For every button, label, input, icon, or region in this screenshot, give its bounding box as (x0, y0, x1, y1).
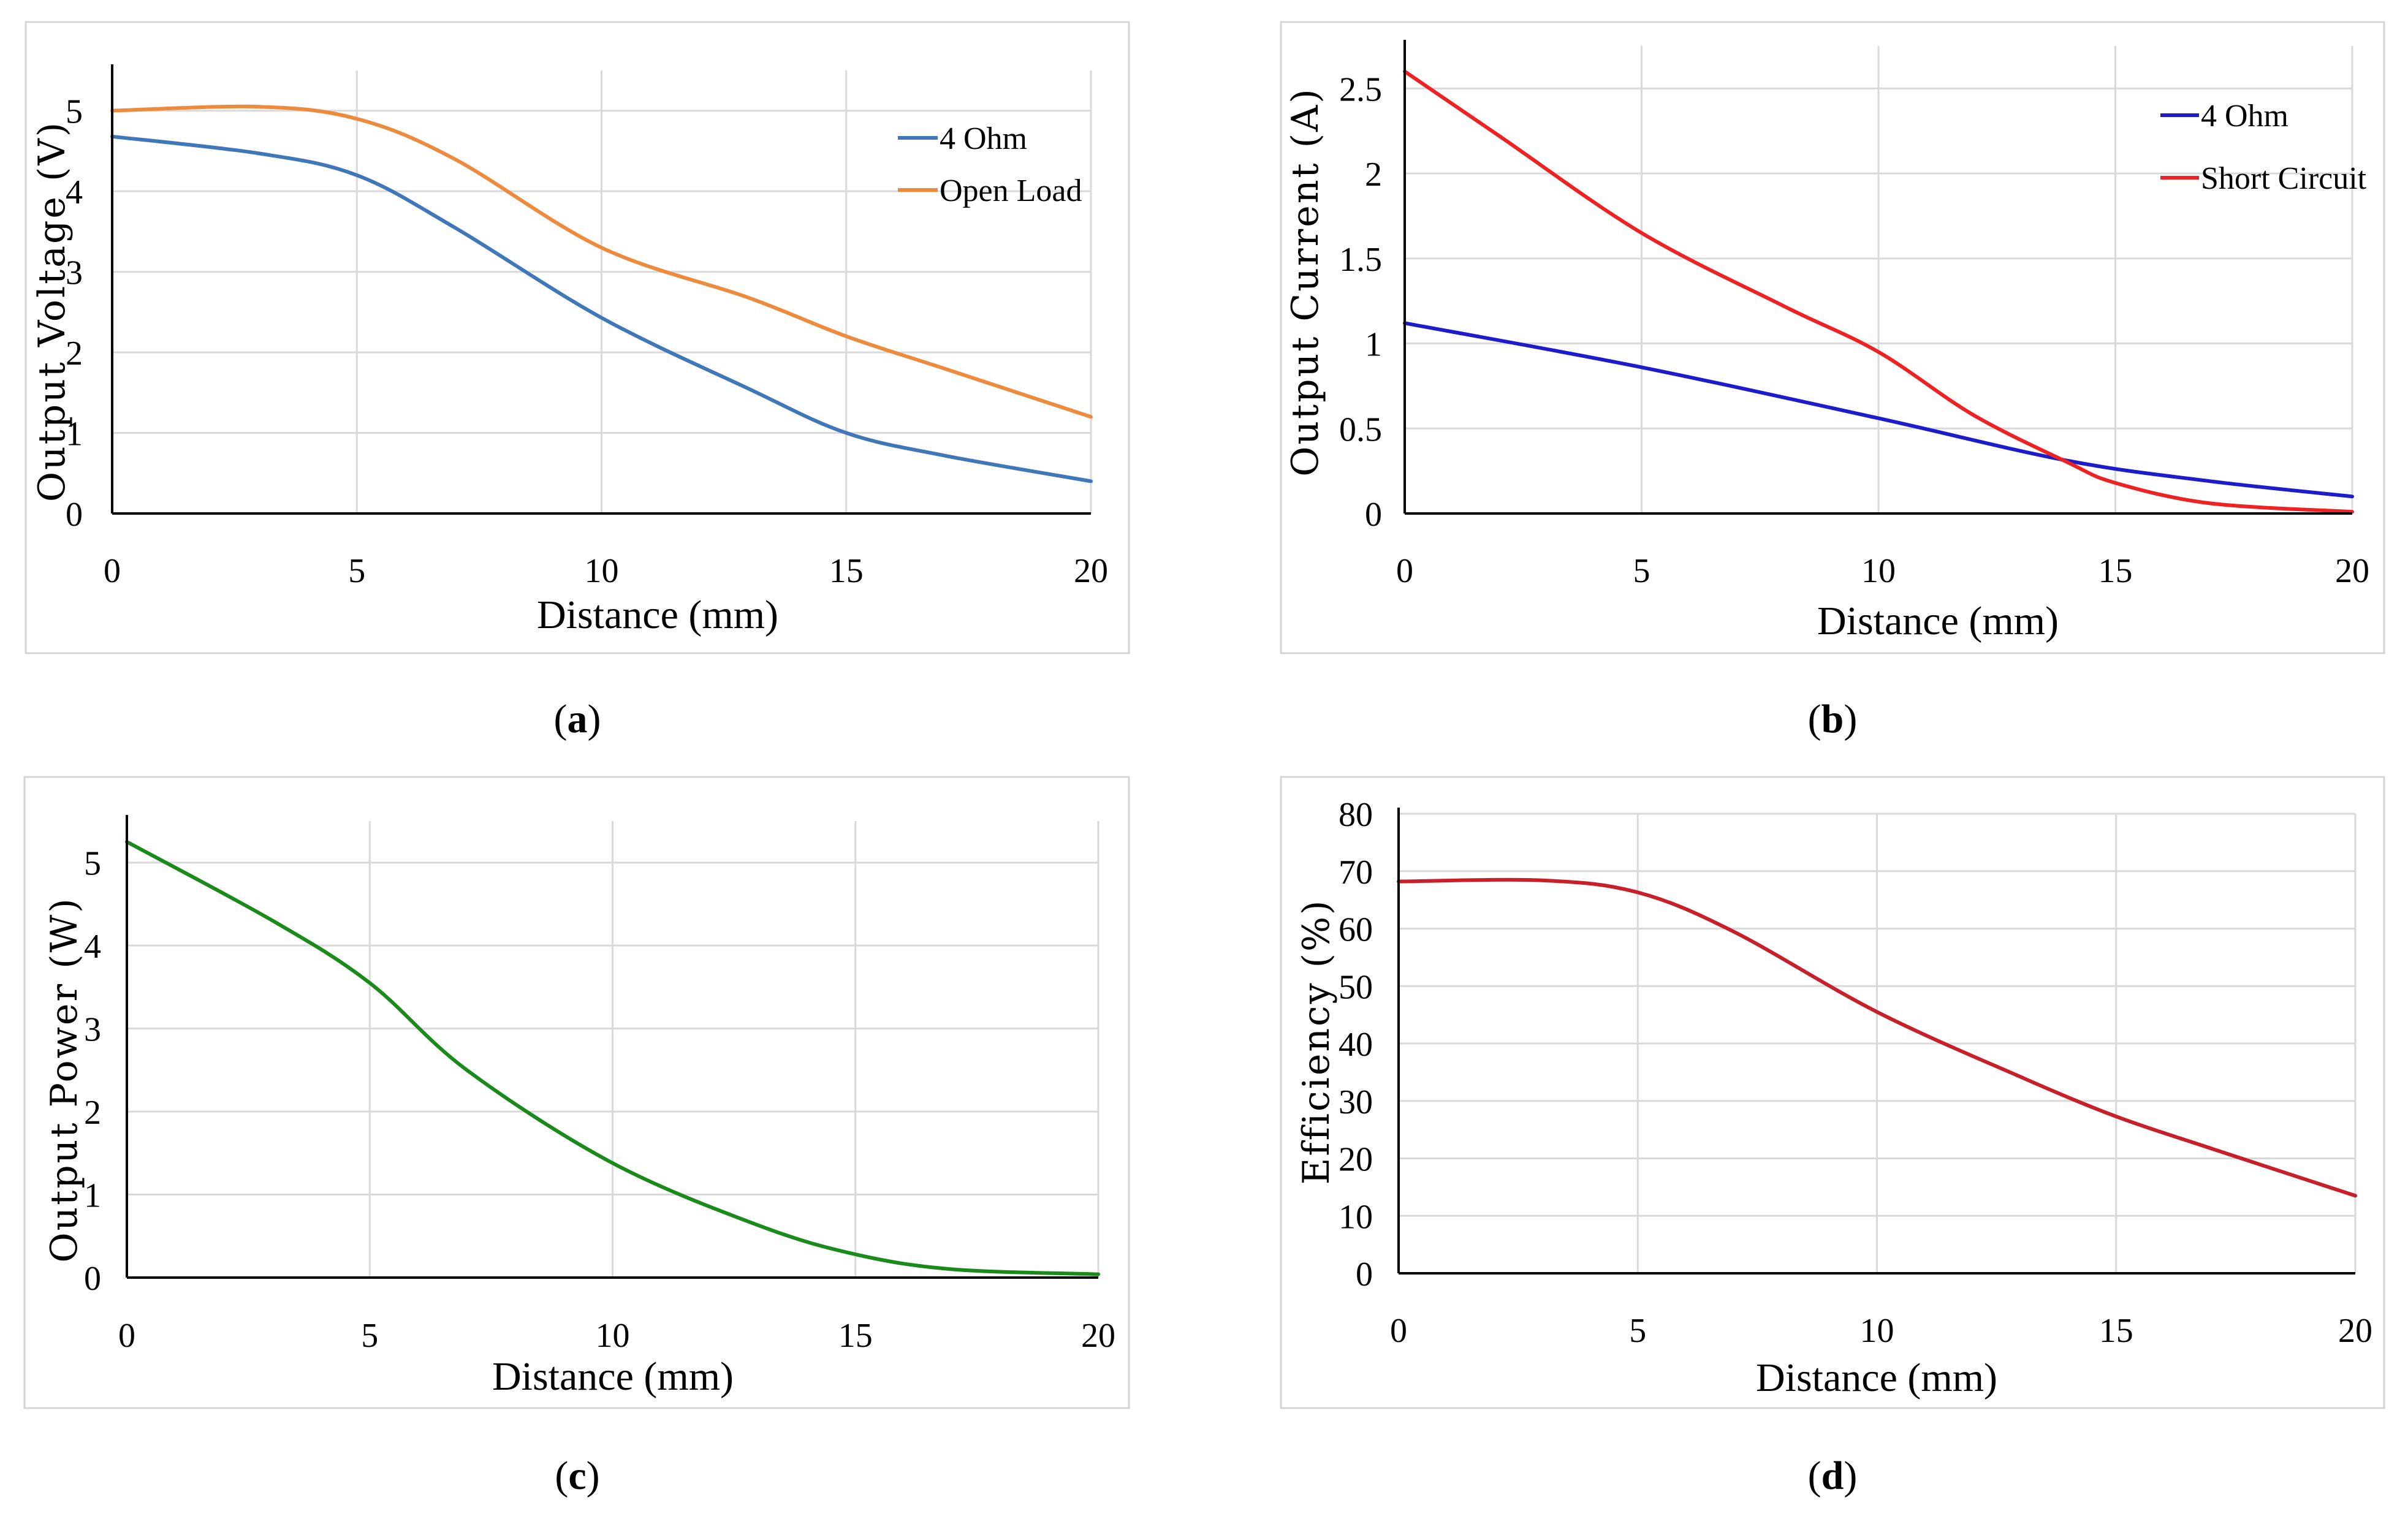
y-tick-label: 0.5 (1339, 411, 1382, 449)
panel-b-xlabel: Distance (mm) (1817, 599, 2059, 643)
y-tick-label: 2 (66, 335, 83, 373)
x-tick-label: 10 (1861, 552, 1896, 590)
panel-a-axes (111, 64, 1091, 515)
y-tick-label: 5 (66, 93, 83, 131)
panel-d-frame (1280, 776, 2385, 1409)
panel-d-axes (1397, 808, 2355, 1275)
panel-b-ticks: 0 5 10 15 20 0 0.5 1 1.5 2 2.5 (1339, 70, 2369, 590)
series-line-efficiency (1397, 877, 2357, 1198)
panel-a-frame (25, 21, 1130, 654)
y-tick-label: 1 (66, 415, 83, 453)
x-tick-label: 20 (1074, 552, 1108, 590)
legend-label-short-circuit: Short Circuit (2201, 161, 2367, 196)
panel-b-axes (1403, 40, 2352, 515)
y-tick-label: 1 (1365, 326, 1382, 364)
panel-a-ticks: 0 5 10 15 20 0 1 2 3 4 5 (66, 93, 1108, 590)
panel-c-ticks: 0 5 10 15 20 0 1 2 3 4 5 (84, 845, 1115, 1355)
panel-d-caption: (d) (1808, 1453, 1858, 1498)
panel-d-series (1397, 877, 2357, 1198)
panel-c-ylabel: Output Power (W) (43, 896, 86, 1262)
panel-b: 0 5 10 15 20 0 0.5 1 1.5 2 2.5 Distance (mm) Outpu… (1280, 21, 2385, 741)
legend-label-4-ohm-b: 4 Ohm (2201, 99, 2288, 134)
y-tick-label: 4 (66, 173, 83, 211)
y-tick-label: 80 (1339, 796, 1373, 834)
series-line-4-ohm (1403, 321, 2354, 499)
y-tick-label: 2 (1365, 156, 1382, 194)
series-line-short-circuit (1403, 69, 2354, 514)
x-tick-label: 15 (829, 552, 864, 590)
x-tick-label: 5 (1633, 552, 1650, 590)
y-tick-label: 60 (1339, 911, 1373, 949)
y-tick-label: 2.5 (1339, 70, 1382, 108)
x-tick-label: 0 (1396, 552, 1413, 590)
y-tick-label: 50 (1339, 968, 1373, 1006)
series-line-4-ohm (110, 134, 1093, 483)
panel-b-legend: 4 Ohm Short Circuit (2160, 99, 2367, 196)
panel-d-ylabel: Efficiency (%) (1295, 899, 1338, 1185)
y-tick-label: 30 (1339, 1083, 1373, 1121)
y-tick-label: 4 (84, 928, 101, 966)
y-tick-label: 40 (1339, 1026, 1373, 1064)
y-tick-label: 1.5 (1339, 241, 1382, 279)
x-tick-label: 10 (596, 1317, 630, 1355)
x-tick-label: 15 (838, 1317, 873, 1355)
x-tick-label: 5 (348, 552, 365, 590)
x-tick-label: 20 (2335, 552, 2369, 590)
y-tick-label: 0 (66, 496, 83, 534)
panel-c-frame (23, 776, 1130, 1409)
x-tick-label: 20 (2338, 1312, 2372, 1350)
x-tick-label: 15 (2099, 1312, 2133, 1350)
panel-c-series (125, 839, 1100, 1276)
panel-c-axes (126, 815, 1098, 1279)
legend-label-4-ohm: 4 Ohm (940, 121, 1027, 156)
panel-a: 0 5 10 15 20 0 1 2 3 4 5 Distance (mm) Output Volt… (25, 21, 1130, 741)
panel-b-grid (1405, 46, 2353, 513)
x-tick-label: 5 (1629, 1312, 1646, 1350)
x-tick-label: 10 (1860, 1312, 1894, 1350)
y-tick-label: 3 (66, 254, 83, 292)
panel-a-ylabel: Output Voltage (V) (31, 121, 74, 502)
y-tick-label: 0 (1356, 1256, 1373, 1294)
y-tick-label: 70 (1339, 854, 1373, 892)
x-tick-label: 10 (585, 552, 619, 590)
y-tick-label: 10 (1339, 1198, 1373, 1236)
y-tick-label: 5 (84, 845, 101, 883)
panel-d-ticks: 0 5 10 15 20 0 10 20 30 40 50 60 70 80 (1339, 796, 2372, 1350)
x-tick-label: 0 (104, 552, 121, 590)
x-tick-label: 15 (2098, 552, 2133, 590)
panel-a-legend: 4 Ohm Open Load (898, 121, 1082, 208)
panel-b-ylabel: Output Current (A) (1284, 87, 1327, 477)
series-line-output-power (125, 839, 1100, 1276)
x-tick-label: 5 (361, 1317, 378, 1355)
x-tick-label: 20 (1081, 1317, 1115, 1355)
panel-c-xlabel: Distance (mm) (492, 1354, 734, 1399)
panel-a-caption: (a) (554, 697, 601, 741)
panel-a-xlabel: Distance (mm) (537, 593, 778, 637)
y-tick-label: 3 (84, 1011, 101, 1049)
y-tick-label: 20 (1339, 1141, 1373, 1179)
x-tick-label: 0 (118, 1317, 135, 1355)
panel-c-caption: (c) (555, 1453, 599, 1498)
panel-b-series (1403, 69, 2354, 514)
y-tick-label: 2 (84, 1094, 101, 1132)
x-tick-label: 0 (1390, 1312, 1407, 1350)
panel-c: 0 5 10 15 20 0 1 2 3 4 5 Distance (mm) Output Powe… (23, 776, 1130, 1498)
y-tick-label: 0 (84, 1260, 101, 1298)
legend-label-open-load: Open Load (940, 173, 1082, 208)
y-tick-label: 0 (1365, 496, 1382, 534)
panel-b-caption: (b) (1808, 697, 1858, 741)
series-line-open-load (110, 104, 1093, 419)
panel-d-xlabel: Distance (mm) (1756, 1355, 1997, 1400)
panel-b-frame (1280, 21, 2385, 654)
panel-a-grid (112, 70, 1092, 513)
panel-c-grid (127, 821, 1100, 1278)
y-tick-label: 1 (84, 1177, 101, 1215)
panel-a-series (110, 104, 1093, 483)
